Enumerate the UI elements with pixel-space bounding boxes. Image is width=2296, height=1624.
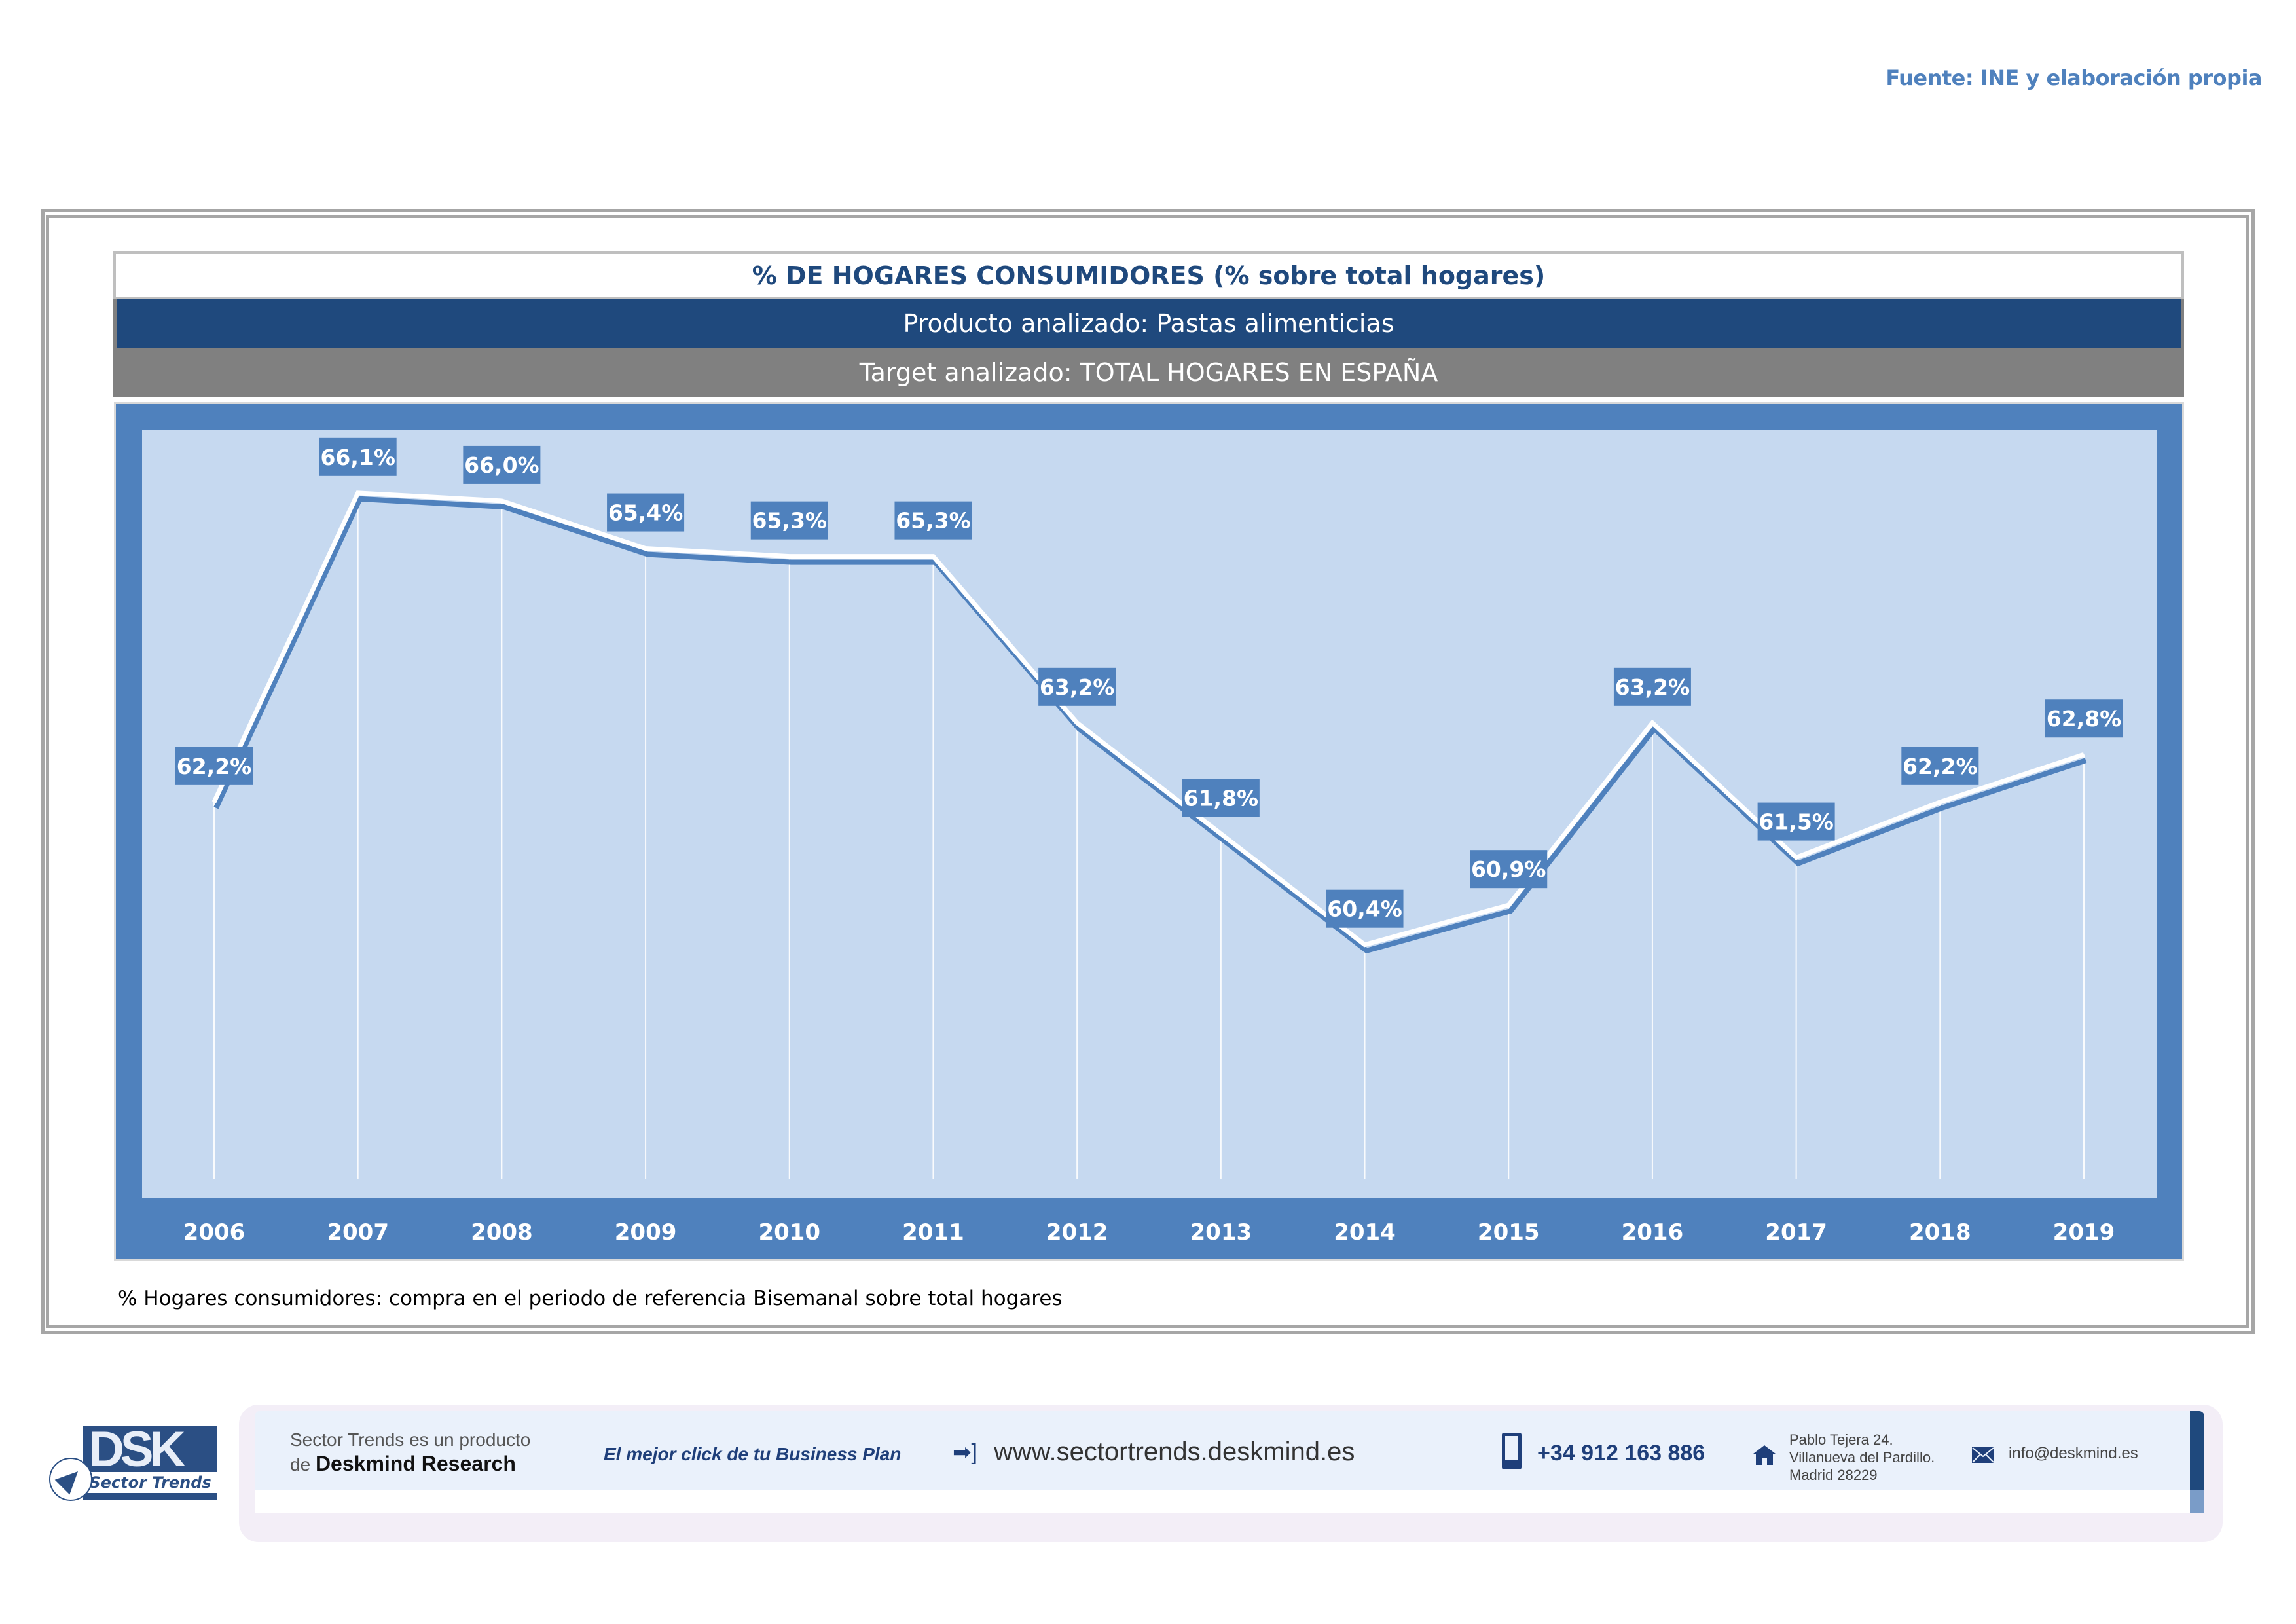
outer-frame bbox=[41, 209, 2255, 1334]
data-label-box bbox=[1326, 889, 1404, 928]
product-line-2: de Deskmind Research bbox=[290, 1452, 516, 1476]
website-link[interactable]: www.sectortrends.deskmind.es bbox=[994, 1437, 1355, 1466]
brand-name: Deskmind Research bbox=[315, 1452, 516, 1475]
data-label: 65,4% bbox=[608, 500, 683, 526]
data-label-box bbox=[1470, 850, 1548, 889]
data-label: 63,2% bbox=[1040, 674, 1115, 700]
footnote: % Hogares consumidores: compra en el per… bbox=[118, 1287, 1063, 1310]
address-line-2: Villanueva del Pardillo. bbox=[1789, 1449, 1935, 1466]
mobile-phone-icon bbox=[1502, 1433, 1522, 1469]
chart-title: % DE HOGARES CONSUMIDORES (% sobre total… bbox=[113, 251, 2184, 299]
x-tick-label: 2011 bbox=[902, 1219, 964, 1246]
data-label: 62,2% bbox=[177, 754, 252, 779]
email-link[interactable]: info@deskmind.es bbox=[2009, 1445, 2138, 1462]
drop-lines bbox=[213, 492, 2085, 1179]
data-label: 65,3% bbox=[752, 508, 828, 534]
envelope-icon bbox=[1972, 1447, 1994, 1463]
source-note: Fuente: INE y elaboración propia bbox=[1886, 65, 2262, 90]
x-tick-label: 2015 bbox=[1478, 1219, 1540, 1246]
house-icon bbox=[1753, 1445, 1776, 1465]
data-label: 65,3% bbox=[896, 508, 971, 534]
inner-frame bbox=[46, 215, 2249, 1328]
footer-bar-lower bbox=[255, 1490, 2203, 1513]
x-tick-label: 2009 bbox=[615, 1219, 677, 1246]
x-tick-label: 2007 bbox=[327, 1219, 389, 1246]
logo-subtitle: Sector Trends bbox=[83, 1472, 217, 1493]
footer-edge-accent bbox=[2190, 1411, 2204, 1513]
data-label: 62,2% bbox=[1903, 754, 1978, 779]
series-line bbox=[211, 490, 2085, 948]
rocket-icon bbox=[49, 1458, 92, 1501]
x-tick-label: 2008 bbox=[471, 1219, 533, 1246]
data-label: 61,5% bbox=[1758, 809, 1834, 835]
data-label-box bbox=[175, 747, 253, 785]
data-label-box bbox=[1613, 667, 1691, 706]
series-line-shadow bbox=[213, 496, 2087, 954]
data-label-box bbox=[1757, 802, 1835, 841]
data-label: 61,8% bbox=[1184, 785, 1259, 811]
series-lines bbox=[211, 490, 2087, 954]
data-label-box bbox=[1038, 667, 1116, 706]
data-label-box bbox=[607, 493, 685, 532]
x-tick-label: 2016 bbox=[1622, 1219, 1684, 1246]
x-tick-label: 2017 bbox=[1765, 1219, 1827, 1246]
x-tick-label: 2010 bbox=[758, 1219, 820, 1246]
logo-text: DSK bbox=[88, 1422, 185, 1477]
data-label: 66,0% bbox=[464, 452, 539, 478]
address-line-1: Pablo Tejera 24. bbox=[1789, 1431, 1893, 1448]
data-labels: 62,2% 66,1% 66,0% 65,4% 65,3% 65,3% 63,2% 61,8%… bbox=[175, 437, 2123, 928]
product-band: Producto analizado: Pastas alimenticias bbox=[113, 299, 2184, 348]
data-label-box bbox=[1182, 779, 1260, 817]
target-band: Target analizado: TOTAL HOGARES EN ESPAÑ… bbox=[113, 348, 2184, 397]
data-label-box bbox=[894, 501, 972, 540]
slogan: El mejor click de tu Business Plan bbox=[604, 1444, 902, 1464]
address-line-3: Madrid 28229 bbox=[1789, 1467, 1878, 1483]
x-axis-ticks: 2006 2007 2008 2009 2010 2011 2012 2013 2014 2015… bbox=[183, 1219, 2115, 1246]
data-label-box bbox=[1901, 747, 1979, 785]
x-tick-label: 2019 bbox=[2053, 1219, 2115, 1246]
x-tick-label: 2018 bbox=[1909, 1219, 1971, 1246]
arrow-bracket-icon: ➡] bbox=[953, 1440, 977, 1465]
x-tick-label: 2013 bbox=[1190, 1219, 1252, 1246]
product-prefix: de bbox=[290, 1454, 311, 1475]
data-label-box bbox=[2045, 699, 2123, 738]
data-label: 62,8% bbox=[2047, 706, 2122, 731]
data-label: 63,2% bbox=[1615, 674, 1690, 700]
data-label-box bbox=[319, 437, 397, 476]
data-label-box bbox=[463, 445, 541, 484]
data-label-box bbox=[750, 501, 828, 540]
footer-edge-accent-light bbox=[2190, 1490, 2204, 1513]
product-line-1: Sector Trends es un producto bbox=[290, 1430, 531, 1450]
x-tick-label: 2006 bbox=[183, 1219, 246, 1246]
phone-number[interactable]: +34 912 163 886 bbox=[1537, 1441, 1705, 1466]
x-tick-label: 2012 bbox=[1046, 1219, 1108, 1246]
data-label: 60,4% bbox=[1327, 896, 1402, 922]
dsk-logo[interactable]: DSK Sector Trends bbox=[49, 1422, 219, 1502]
x-tick-label: 2014 bbox=[1334, 1219, 1396, 1246]
data-label: 66,1% bbox=[320, 445, 395, 470]
data-label: 60,9% bbox=[1471, 857, 1546, 882]
address: Pablo Tejera 24. Villanueva del Pardillo… bbox=[1789, 1431, 1935, 1484]
